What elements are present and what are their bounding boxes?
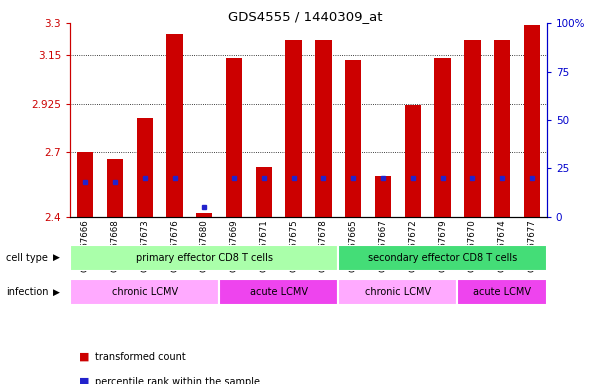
Text: ■: ■	[79, 377, 90, 384]
Bar	[464, 40, 481, 217]
Text: cell type: cell type	[6, 253, 48, 263]
Bar	[524, 25, 540, 217]
Bar	[285, 40, 302, 217]
Text: acute LCMV: acute LCMV	[250, 287, 308, 297]
Bar	[70, 279, 219, 305]
Text: acute LCMV: acute LCMV	[473, 287, 531, 297]
Text: transformed count: transformed count	[95, 352, 186, 362]
Bar	[338, 279, 458, 305]
Text: chronic LCMV: chronic LCMV	[112, 287, 178, 297]
Bar	[375, 176, 391, 217]
Text: GDS4555 / 1440309_at: GDS4555 / 1440309_at	[229, 10, 382, 23]
Bar	[70, 245, 338, 271]
Bar	[77, 152, 93, 217]
Text: secondary effector CD8 T cells: secondary effector CD8 T cells	[368, 253, 518, 263]
Bar	[196, 213, 213, 217]
Text: ■: ■	[79, 352, 90, 362]
Text: ▶: ▶	[53, 288, 60, 297]
Bar	[255, 167, 272, 217]
Bar	[345, 60, 362, 217]
Text: percentile rank within the sample: percentile rank within the sample	[95, 377, 260, 384]
Text: chronic LCMV: chronic LCMV	[365, 287, 431, 297]
Bar	[107, 159, 123, 217]
Bar	[226, 58, 243, 217]
Bar	[136, 118, 153, 217]
Text: infection: infection	[6, 287, 49, 297]
Bar	[219, 279, 338, 305]
Bar	[458, 279, 547, 305]
Bar	[434, 58, 451, 217]
Bar	[338, 245, 547, 271]
Text: primary effector CD8 T cells: primary effector CD8 T cells	[136, 253, 273, 263]
Bar	[315, 40, 332, 217]
Bar	[166, 34, 183, 217]
Text: ▶: ▶	[53, 253, 60, 262]
Bar	[494, 40, 510, 217]
Bar	[404, 105, 421, 217]
